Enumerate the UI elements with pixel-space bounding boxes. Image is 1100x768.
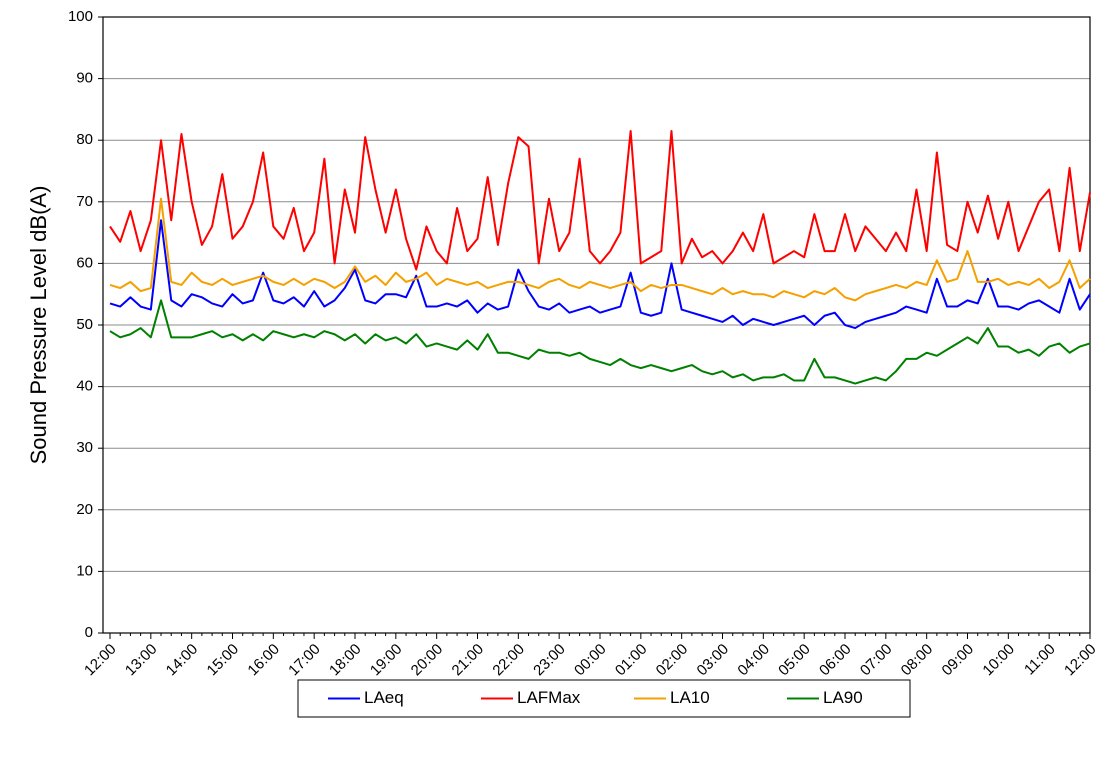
x-tick-label: 11:00 <box>1021 641 1059 679</box>
x-tick-label: 09:00 <box>939 641 978 680</box>
x-tick-label: 17:00 <box>285 641 324 680</box>
y-tick-label: 10 <box>76 562 93 579</box>
series-line <box>109 219 1091 330</box>
y-tick-label: 0 <box>85 624 93 641</box>
y-tick-label: 30 <box>76 439 93 456</box>
series-line <box>109 299 1091 385</box>
x-tick-label: 23:00 <box>530 641 569 680</box>
y-tick-label: 40 <box>76 378 93 395</box>
x-tick-label: 20:00 <box>408 641 447 680</box>
x-tick-label: 21:00 <box>449 641 488 680</box>
x-tick-label: 02:00 <box>653 641 692 680</box>
x-tick-label: 05:00 <box>775 641 814 680</box>
legend-label: LAeq <box>364 688 404 707</box>
x-tick-label: 10:00 <box>979 641 1018 680</box>
y-tick-label: 50 <box>76 316 93 333</box>
x-tick-label: 12:00 <box>81 641 120 680</box>
x-tick-label: 04:00 <box>734 641 773 680</box>
x-tick-label: 12:00 <box>1061 641 1100 680</box>
x-tick-label: 14:00 <box>163 641 202 680</box>
y-tick-label: 20 <box>76 501 93 518</box>
x-tick-label: 15:00 <box>204 641 243 680</box>
legend-label: LA90 <box>823 688 863 707</box>
plot-frame <box>102 16 1091 634</box>
x-tick-label: 08:00 <box>898 641 937 680</box>
series-line <box>109 197 1091 302</box>
x-tick-label: 06:00 <box>816 641 855 680</box>
series-line <box>109 129 1091 271</box>
x-tick-label: 07:00 <box>857 641 896 680</box>
x-tick-label: 19:00 <box>367 641 406 680</box>
x-tick-label: 03:00 <box>694 641 733 680</box>
y-tick-label: 60 <box>76 254 93 271</box>
x-tick-label: 00:00 <box>571 641 610 680</box>
x-tick-label: 22:00 <box>489 641 528 680</box>
y-tick-label: 90 <box>76 70 93 87</box>
x-tick-label: 16:00 <box>244 641 283 680</box>
y-tick-label: 100 <box>68 8 93 25</box>
legend-label: LAFMax <box>517 688 581 707</box>
y-axis-label: Sound Pressure Level dB(A) <box>26 186 51 465</box>
y-tick-label: 80 <box>76 131 93 148</box>
x-tick-label: 18:00 <box>326 641 365 680</box>
y-tick-label: 70 <box>76 193 93 210</box>
x-tick-label: 13:00 <box>122 641 161 680</box>
x-tick-label: 01:00 <box>612 641 651 680</box>
legend-label: LA10 <box>670 688 710 707</box>
